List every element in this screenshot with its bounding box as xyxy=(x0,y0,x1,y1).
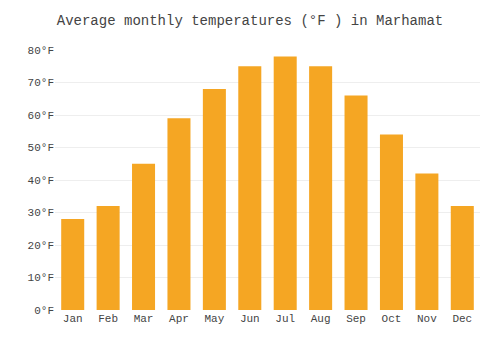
svg-text:70°F: 70°F xyxy=(28,77,54,89)
svg-text:Apr: Apr xyxy=(169,313,189,325)
svg-text:Nov: Nov xyxy=(417,313,437,325)
svg-text:May: May xyxy=(204,313,224,325)
svg-text:0°F: 0°F xyxy=(34,305,54,317)
svg-text:40°F: 40°F xyxy=(28,175,54,187)
svg-text:Sep: Sep xyxy=(346,313,366,325)
svg-text:Aug: Aug xyxy=(311,313,331,325)
svg-text:Mar: Mar xyxy=(134,313,154,325)
svg-text:60°F: 60°F xyxy=(28,110,54,122)
svg-text:30°F: 30°F xyxy=(28,207,54,219)
svg-text:10°F: 10°F xyxy=(28,272,54,284)
svg-text:20°F: 20°F xyxy=(28,240,54,252)
svg-text:Feb: Feb xyxy=(98,313,118,325)
svg-text:Jul: Jul xyxy=(275,313,295,325)
svg-text:Dec: Dec xyxy=(452,313,472,325)
svg-text:Oct: Oct xyxy=(382,313,402,325)
svg-text:80°F: 80°F xyxy=(28,45,54,57)
svg-text:Jan: Jan xyxy=(63,313,83,325)
svg-text:Jun: Jun xyxy=(240,313,260,325)
svg-text:Average monthly temperatures (: Average monthly temperatures (°F ) in Ma… xyxy=(57,13,443,29)
svg-text:50°F: 50°F xyxy=(28,142,54,154)
